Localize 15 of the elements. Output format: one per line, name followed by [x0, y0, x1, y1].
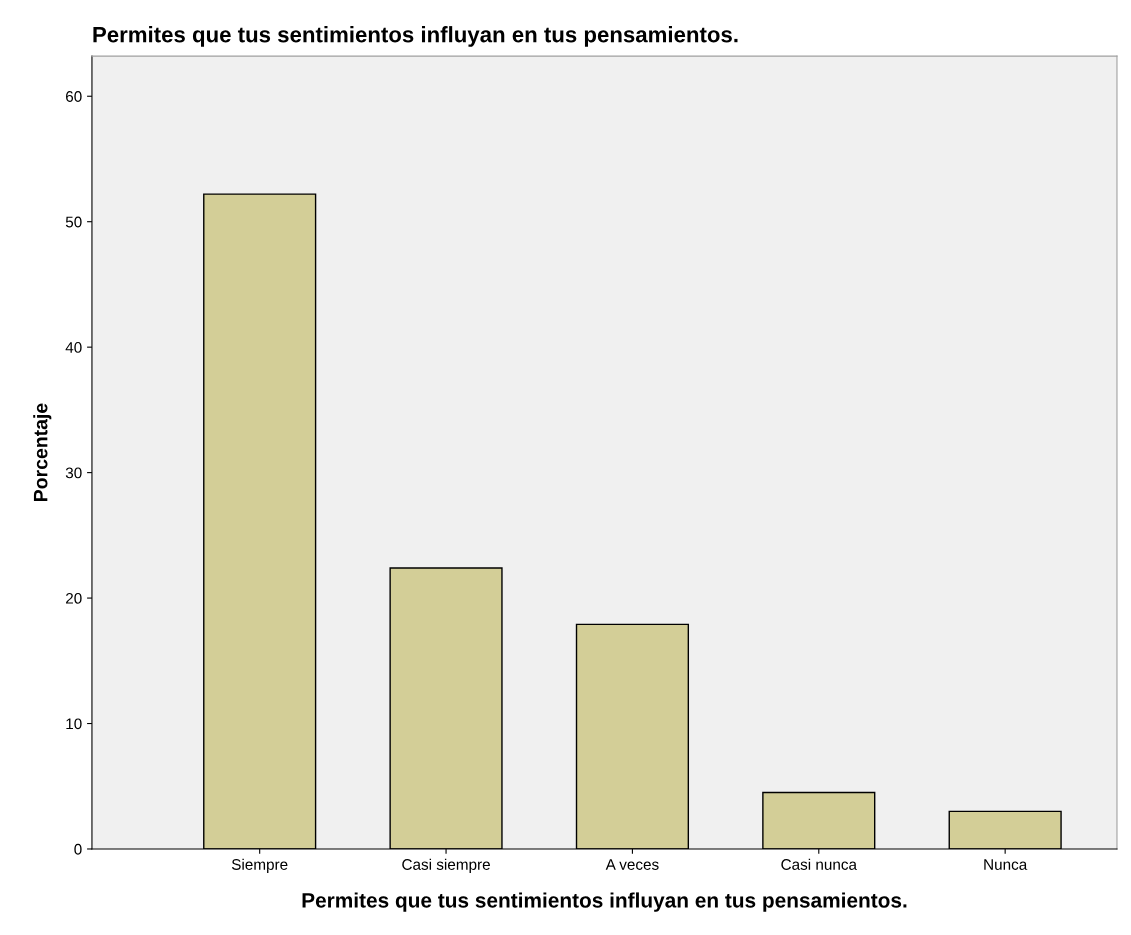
- x-tick-label: Siempre: [231, 858, 288, 873]
- y-tick-label: 0: [74, 843, 82, 855]
- chart-title: Permites que tus sentimientos influyan en tus pensamientos.: [93, 26, 738, 47]
- x-tick-label: A veces: [605, 859, 659, 870]
- y-tick-label: 20: [66, 592, 82, 604]
- y-tick-label: 60: [66, 91, 82, 102]
- y-axis-title: Porcentaje: [33, 403, 52, 501]
- x-axis-title: Permites que tus sentimientos influyan en tus pensamientos.: [302, 892, 907, 912]
- x-tick-label: Casi siempre: [402, 858, 490, 873]
- y-tick-label: 10: [66, 718, 82, 730]
- x-tick-label: Casi nunca: [781, 858, 857, 870]
- y-tick-label: 40: [65, 342, 82, 353]
- x-tick-label: Nunca: [984, 859, 1028, 870]
- y-tick-label: 50: [65, 216, 82, 228]
- y-tick-label: 30: [65, 467, 82, 479]
